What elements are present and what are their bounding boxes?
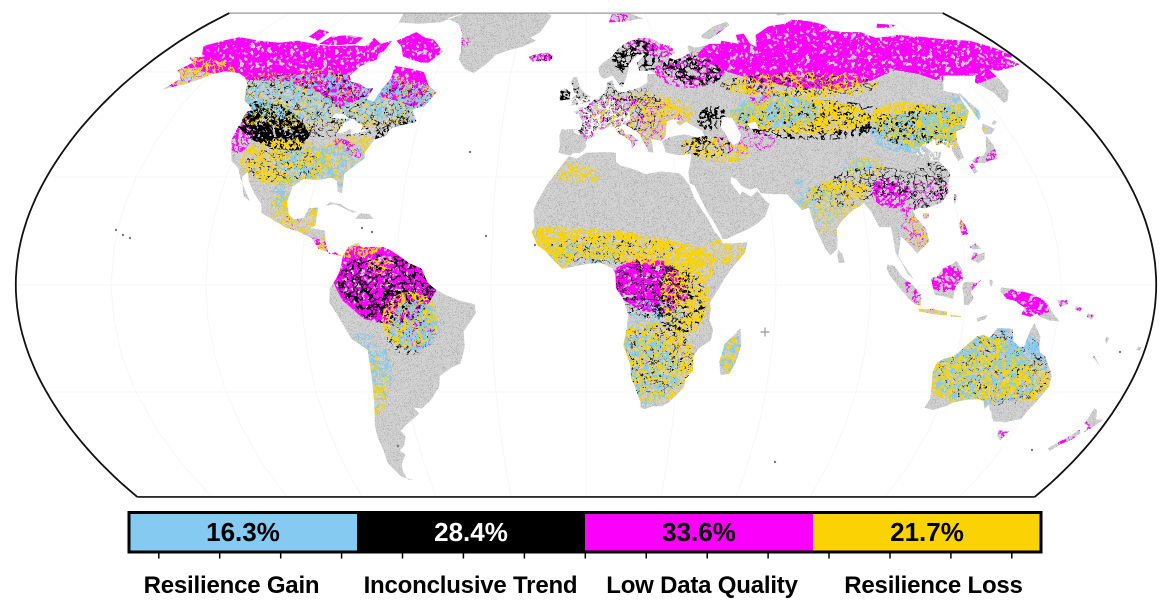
svg-text:21.7%: 21.7%: [890, 517, 964, 547]
svg-text:16.3%: 16.3%: [206, 517, 280, 547]
svg-text:Resilience Gain: Resilience Gain: [144, 572, 320, 599]
svg-text:Resilience Loss: Resilience Loss: [844, 572, 1022, 599]
svg-text:33.6%: 33.6%: [662, 517, 736, 547]
svg-text:Inconclusive Trend: Inconclusive Trend: [364, 572, 578, 599]
svg-text:28.4%: 28.4%: [434, 517, 508, 547]
svg-text:Low Data Quality: Low Data Quality: [606, 572, 798, 599]
